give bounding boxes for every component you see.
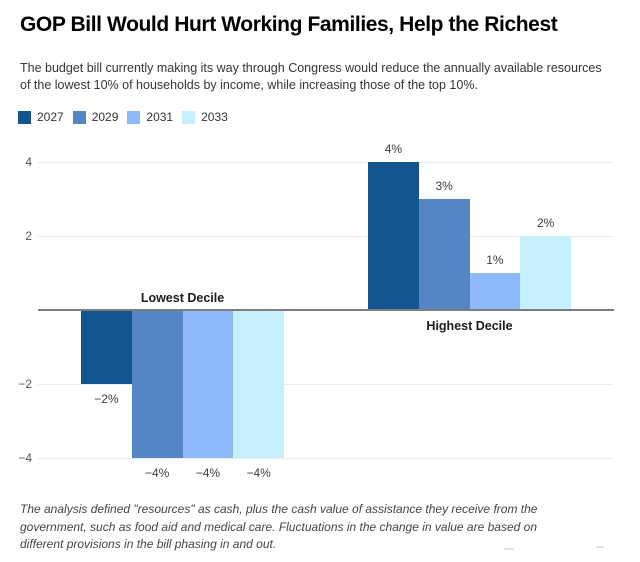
bar-2031-lowest-decile — [182, 310, 234, 458]
cropped-watermark-artifact — [504, 548, 514, 550]
y-axis-tick-label: −4 — [18, 451, 32, 465]
page-title: GOP Bill Would Hurt Working Families, He… — [20, 13, 558, 36]
legend-swatch-2027 — [18, 110, 31, 124]
y-axis-tick-label: 2 — [25, 229, 32, 243]
legend-label: 2027 — [37, 110, 64, 124]
gridline — [38, 457, 614, 459]
bar-value-label-2033-highest-decile: 2% — [536, 216, 555, 230]
bar-value-label-2031-highest-decile: 1% — [486, 253, 504, 267]
legend-swatch-2033 — [182, 110, 196, 124]
legend-item-2027: 2027 — [18, 110, 64, 124]
chart-legend: 2027 2029 2031 2033 — [18, 110, 228, 124]
cropped-watermark-artifact — [596, 546, 604, 548]
bar-value-label-2031-lowest-decile: −4% — [195, 466, 221, 480]
gridline — [38, 161, 614, 163]
legend-swatch-2031 — [127, 110, 141, 124]
bar-value-label-2027-lowest-decile: −2% — [94, 392, 119, 406]
gridline — [38, 383, 614, 385]
bar-2029-highest-decile — [418, 199, 470, 310]
bar-2027-lowest-decile — [81, 310, 132, 384]
category-label-highest-decile: Highest Decile — [426, 319, 513, 333]
bar-value-label-2033-lowest-decile: −4% — [246, 466, 271, 480]
bar-2033-highest-decile — [520, 236, 571, 310]
legend-label: 2033 — [201, 110, 228, 124]
bar-value-label-2029-lowest-decile: −4% — [144, 466, 170, 480]
legend-item-2029: 2029 — [72, 110, 119, 124]
y-axis-tick-label: 4 — [25, 155, 32, 169]
bar-value-label-2027-highest-decile: 4% — [384, 142, 403, 156]
bar-value-label-2029-highest-decile: 3% — [435, 179, 453, 193]
chart-subtitle: The budget bill currently making its way… — [20, 61, 602, 92]
legend-label: 2031 — [146, 110, 174, 124]
gridline — [38, 235, 614, 237]
legend-swatch-2029 — [72, 110, 86, 124]
bar-2029-lowest-decile — [131, 310, 183, 458]
legend-item-2033: 2033 — [182, 110, 228, 124]
category-label-lowest-decile: Lowest Decile — [140, 291, 225, 305]
grouped-bar-chart: 4 2 −2 −4 −2% 4% −4% 3% −4% 1% −4% 2% Lowest Decile H… — [0, 140, 640, 490]
x-axis-zero-line — [38, 309, 614, 311]
footnote: The analysis defined "resources" as cash… — [20, 502, 538, 551]
bar-2033-lowest-decile — [233, 310, 284, 458]
bar-2027-highest-decile — [368, 162, 419, 310]
legend-item-2031: 2031 — [127, 110, 173, 124]
bar-2031-highest-decile — [469, 273, 521, 310]
y-axis-tick-label: −2 — [18, 377, 32, 391]
legend-label: 2029 — [91, 110, 119, 124]
